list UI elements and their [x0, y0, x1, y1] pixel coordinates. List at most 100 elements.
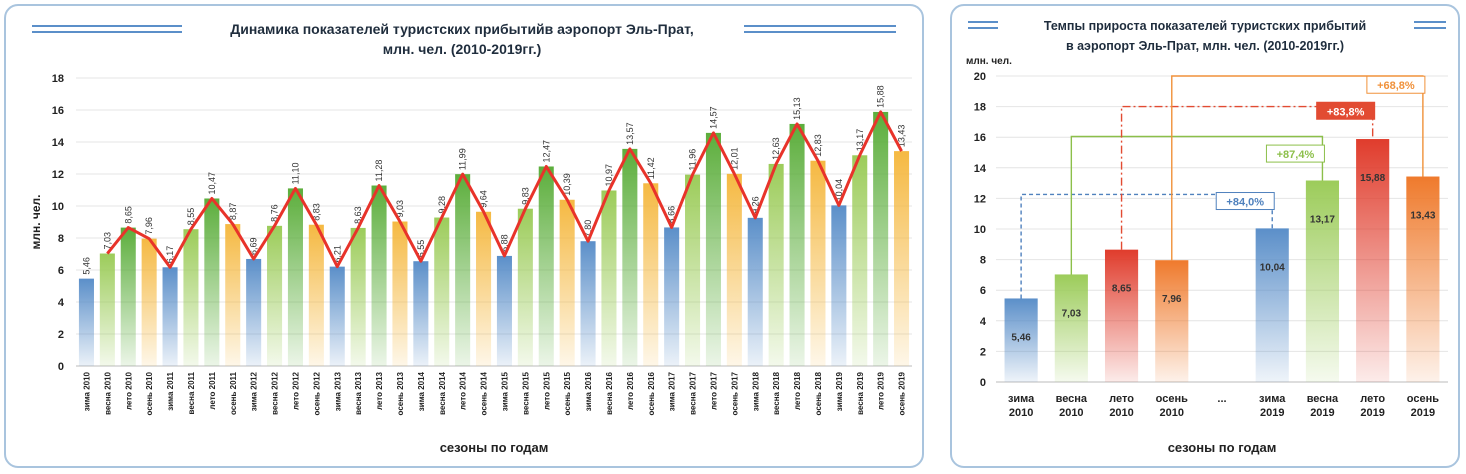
x-tick-label: лето [1109, 393, 1134, 405]
y-tick-label: 10 [974, 224, 986, 236]
bar [685, 174, 701, 366]
x-tick-label: зима 2015 [500, 371, 509, 411]
y-tick-label: 18 [52, 73, 64, 85]
x-tick-label: осень 2010 [145, 371, 154, 415]
x-tick-label: весна 2014 [438, 371, 447, 414]
x-tick-label: зима 2014 [417, 371, 426, 411]
growth-callout-box [1316, 101, 1376, 120]
data-label: 7,03 [102, 232, 112, 250]
data-label: 10,39 [562, 173, 572, 196]
x-tick-year: 2019 [1360, 407, 1384, 419]
data-label: 15,88 [1360, 173, 1385, 184]
y-tick-label: 12 [52, 169, 64, 181]
y-tick-label: 8 [980, 255, 986, 267]
growth-callout-label: +83,8% [1327, 106, 1365, 118]
y-tick-label: 10 [52, 201, 64, 213]
x-tick-label: лето 2016 [626, 371, 635, 410]
bar [434, 217, 450, 366]
bar [852, 155, 868, 366]
data-label: 13,43 [897, 125, 907, 148]
y-tick-label: 16 [52, 105, 64, 117]
x-tick-label: зима 2013 [333, 371, 342, 411]
y-axis-label: млн. чел. [29, 194, 43, 249]
x-tick-year: 2019 [1260, 407, 1284, 419]
x-tick-label: лето 2019 [877, 371, 886, 410]
x-tick-label: лето 2012 [291, 371, 300, 410]
y-tick-label: 2 [980, 346, 986, 358]
bar [413, 261, 429, 366]
bar [705, 132, 721, 366]
x-tick-label: лето [1360, 393, 1385, 405]
data-label: 6,55 [416, 240, 426, 258]
x-tick-label: лето 2010 [124, 371, 133, 410]
data-label: 9,83 [520, 187, 530, 205]
x-tick-label: весна 2013 [354, 371, 363, 414]
bar [183, 229, 199, 366]
y-tick-label: 16 [974, 132, 986, 144]
chart-title-line-2: млн. чел. (2010-2019гг.) [383, 41, 542, 57]
bar [747, 217, 763, 366]
growth-connector [1171, 75, 1424, 261]
x-tick-year: 2010 [1160, 407, 1184, 419]
x-tick-year: 2019 [1411, 407, 1435, 419]
data-label: 12,47 [541, 140, 551, 163]
data-label: 11,99 [458, 148, 468, 170]
bar [287, 188, 303, 366]
bar [120, 227, 136, 366]
x-tick-year: 2010 [1059, 407, 1083, 419]
data-label: 6,21 [332, 245, 342, 263]
x-tick-label: лето 2014 [459, 371, 468, 410]
x-tick-label: осень 2016 [647, 371, 656, 415]
chart-title-line-2: в аэропорт Эль-Прат, млн. чел. (2010-201… [1066, 39, 1344, 53]
data-label: 15,88 [876, 85, 886, 108]
data-label: 10,47 [207, 172, 217, 195]
data-label: 9,26 [750, 196, 760, 214]
y-axis-label: млн. чел. [966, 56, 1012, 67]
bar [873, 111, 889, 366]
x-tick-label: зима 2017 [668, 371, 677, 411]
data-label: 11,96 [688, 149, 698, 171]
bar [894, 151, 910, 366]
bar [392, 221, 408, 366]
data-label: 11,42 [646, 157, 656, 179]
x-tick-label: весна 2016 [605, 371, 614, 414]
x-tick-label: зима [1008, 393, 1035, 405]
data-label: 12,83 [813, 134, 823, 157]
x-tick-label: осень 2013 [396, 371, 405, 415]
y-tick-label: 0 [980, 377, 986, 389]
bar [643, 183, 659, 366]
x-tick-label: осень 2018 [814, 371, 823, 415]
bar [768, 163, 784, 366]
x-tick-label: зима [1259, 393, 1286, 405]
y-tick-label: 6 [980, 285, 986, 297]
x-tick-label: осень 2014 [480, 371, 489, 415]
x-tick-label: весна [1056, 393, 1088, 405]
x-tick-label: весна 2012 [271, 371, 280, 414]
data-label: 10,04 [834, 179, 844, 202]
trend-line [106, 110, 903, 269]
bar [1356, 139, 1390, 382]
bar [204, 198, 220, 366]
x-tick-label: осень 2017 [730, 371, 739, 415]
data-label: 5,46 [1011, 332, 1031, 343]
bar [308, 224, 324, 366]
bar [350, 227, 366, 366]
data-label: 8,83 [311, 203, 321, 221]
bar [622, 148, 638, 366]
data-label: 11,10 [290, 163, 300, 185]
data-label: 12,01 [729, 147, 739, 170]
x-tick-label: осень 2015 [563, 371, 572, 415]
y-tick-label: 8 [58, 233, 64, 245]
x-tick-label: зима 2012 [250, 371, 259, 411]
growth-callout-label: +84,0% [1226, 197, 1264, 209]
data-label: 6,88 [499, 234, 509, 252]
x-tick-label: лето 2018 [793, 371, 802, 410]
x-tick-label: лето 2015 [542, 371, 551, 410]
data-label: 13,17 [1310, 214, 1335, 225]
y-tick-label: 4 [980, 316, 987, 328]
bar [559, 199, 575, 366]
bar [538, 166, 554, 366]
seasonal-dynamics-panel: Динамика показателей туристских прибытий… [4, 4, 924, 468]
bar [1004, 298, 1038, 382]
bar [601, 190, 617, 366]
